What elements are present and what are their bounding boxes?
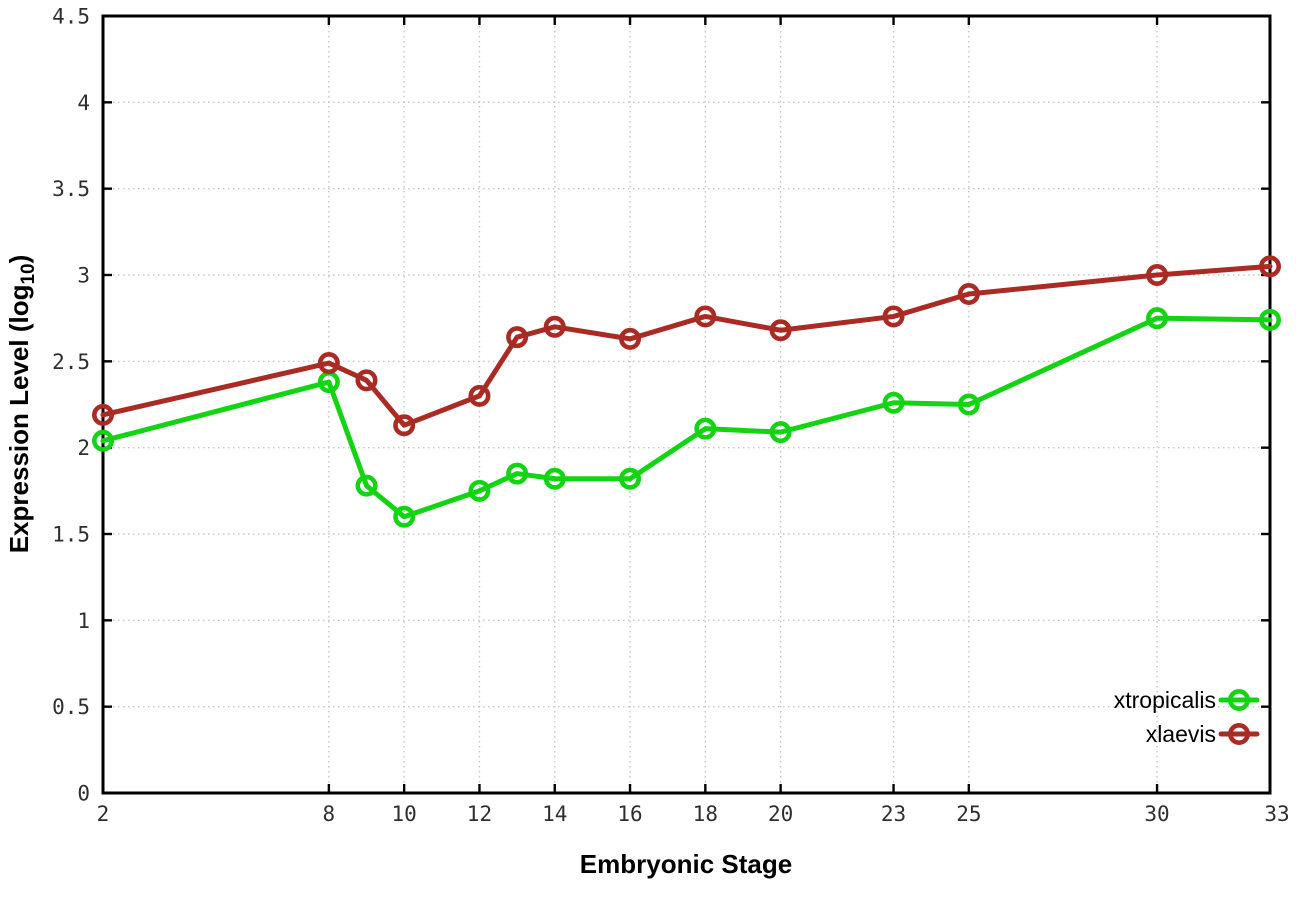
axis-ticks xyxy=(101,14,1272,795)
data-point-xtropicalis xyxy=(506,462,529,485)
legend-marker-icon xyxy=(1228,688,1251,711)
x-tick-label: 14 xyxy=(542,802,567,826)
x-tick-label: 33 xyxy=(1264,802,1289,826)
data-point-xtropicalis xyxy=(543,467,566,490)
data-point-xtropicalis xyxy=(619,467,642,490)
x-tick-label: 23 xyxy=(881,802,906,826)
data-point-xtropicalis xyxy=(1146,307,1169,330)
data-point-xtropicalis xyxy=(92,429,115,452)
legend-label: xlaevis xyxy=(1146,721,1216,747)
data-point-xtropicalis xyxy=(882,391,905,414)
data-point-xlaevis xyxy=(694,305,717,328)
data-point-xlaevis xyxy=(882,305,905,328)
data-point-xlaevis xyxy=(957,282,980,305)
data-point-xlaevis xyxy=(769,319,792,342)
data-series xyxy=(92,255,1282,528)
data-point-xtropicalis xyxy=(355,474,378,497)
x-tick-label: 30 xyxy=(1144,802,1169,826)
x-axis-title: Embryonic Stage xyxy=(580,849,792,879)
x-tick-label: 8 xyxy=(323,802,336,826)
data-point-xlaevis xyxy=(468,384,491,407)
gridlines xyxy=(103,16,1270,793)
y-tick-label: 3.5 xyxy=(52,177,90,201)
data-point-xlaevis xyxy=(1259,255,1282,278)
data-point-xlaevis xyxy=(393,414,416,437)
data-point-xlaevis xyxy=(317,352,340,375)
tick-labels: 2 8 10 12 14 16 18 20 23 25 30 33 0 0.5 1 1.5 2 2.5 3 3.5 4 4… xyxy=(52,5,1290,827)
data-point-xlaevis xyxy=(543,315,566,338)
legend: xtropicalis xlaevis xyxy=(1114,687,1260,747)
legend-label: xtropicalis xyxy=(1114,687,1216,713)
data-point-xlaevis xyxy=(92,403,115,426)
data-point-xtropicalis xyxy=(769,421,792,444)
legend-entry-xlaevis: xlaevis xyxy=(1146,721,1260,747)
y-tick-label: 4.5 xyxy=(52,5,90,29)
data-point-xlaevis xyxy=(1146,263,1169,286)
data-point-xtropicalis xyxy=(468,479,491,502)
x-tick-label: 16 xyxy=(617,802,642,826)
y-tick-label: 0.5 xyxy=(52,695,90,719)
data-point-xtropicalis xyxy=(957,393,980,416)
x-tick-label: 18 xyxy=(693,802,718,826)
x-tick-label: 10 xyxy=(392,802,417,826)
y-tick-label: 1 xyxy=(77,609,90,633)
x-tick-label: 25 xyxy=(956,802,981,826)
y-axis-title: Expression Level (log10) xyxy=(4,255,39,554)
plot-frame xyxy=(101,14,1272,795)
data-point-xlaevis xyxy=(619,327,642,350)
series-xtropicalis xyxy=(92,307,1282,528)
data-point-xlaevis xyxy=(506,326,529,349)
data-point-xtropicalis xyxy=(393,505,416,528)
y-tick-label: 2.5 xyxy=(52,350,90,374)
legend-marker-icon xyxy=(1228,722,1251,745)
y-tick-label: 0 xyxy=(77,782,90,806)
y-tick-label: 1.5 xyxy=(52,523,90,547)
legend-entry-xtropicalis: xtropicalis xyxy=(1114,687,1260,713)
x-tick-label: 20 xyxy=(768,802,793,826)
series-line-xtropicalis xyxy=(100,315,1273,520)
data-point-xtropicalis xyxy=(694,417,717,440)
series-xlaevis xyxy=(92,255,1282,437)
x-tick-label: 2 xyxy=(97,802,110,826)
data-point-xtropicalis xyxy=(1259,308,1282,331)
plot-border xyxy=(101,14,1272,795)
x-tick-label: 12 xyxy=(467,802,492,826)
data-point-xlaevis xyxy=(355,369,378,392)
y-tick-label: 4 xyxy=(77,91,90,115)
y-tick-label: 2 xyxy=(77,436,90,460)
y-tick-label: 3 xyxy=(77,264,90,288)
